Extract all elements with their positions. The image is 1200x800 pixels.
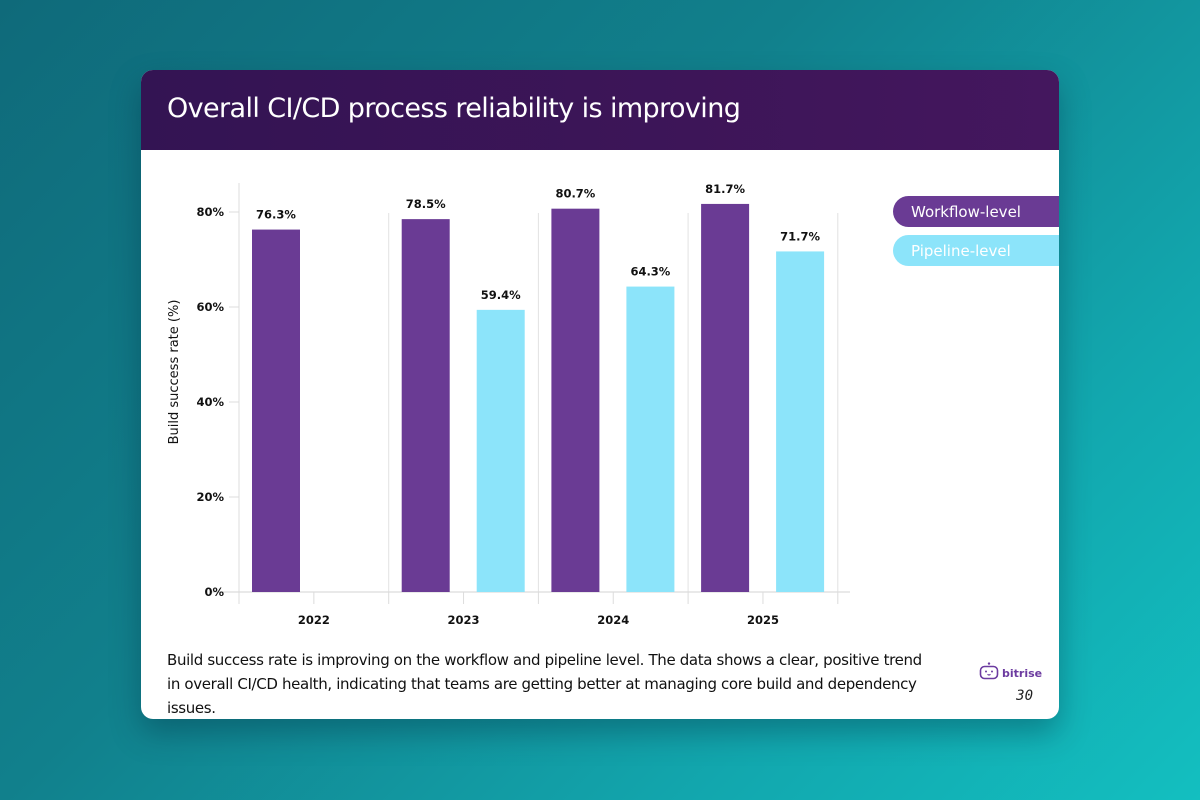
bar-value-label: 59.4% xyxy=(481,288,521,302)
x-category-label: 2024 xyxy=(597,613,629,627)
bar-value-label: 76.3% xyxy=(256,208,296,222)
chart-legend: Workflow-level Pipeline-level xyxy=(893,196,1059,274)
legend-label: Pipeline-level xyxy=(911,241,1011,260)
y-tick-label: 0% xyxy=(204,585,224,599)
bar-value-label: 81.7% xyxy=(705,182,745,196)
bar-workflow-level-2022 xyxy=(252,229,300,592)
bar-value-label: 80.7% xyxy=(555,187,595,201)
bar-workflow-level-2024 xyxy=(551,208,600,593)
brand-name: bitrise xyxy=(1002,667,1043,680)
bar-value-label: 78.5% xyxy=(406,197,446,211)
y-tick-label: 20% xyxy=(196,490,224,504)
page-number: 30 xyxy=(1016,688,1033,704)
slide-card: Overall CI/CD process reliability is imp… xyxy=(141,70,1059,719)
y-tick-label: 80% xyxy=(196,205,224,219)
axis-layer xyxy=(210,183,850,604)
legend-item-workflow-level: Workflow-level xyxy=(893,196,1059,227)
bitrise-robot-icon xyxy=(979,662,999,685)
bar-pipeline-level-2025 xyxy=(776,251,825,593)
slide-caption: Build success rate is improving on the w… xyxy=(167,651,922,717)
x-category-label: 2023 xyxy=(448,613,480,627)
y-tick-label: 60% xyxy=(196,300,224,314)
label-layer: 0% 20% 40% 60% 80% 2022 2023 2024 2025 76.3% 78.5%… xyxy=(196,182,820,627)
bar-layer xyxy=(252,203,825,593)
y-tick-label: 40% xyxy=(196,395,224,409)
bar-workflow-level-2023 xyxy=(401,219,450,592)
bar-workflow-level-2025 xyxy=(701,203,750,593)
bar-value-label: 71.7% xyxy=(780,229,820,243)
slide-header: Overall CI/CD process reliability is imp… xyxy=(141,70,1059,150)
bar-chart: 0% 20% 40% 60% 80% 2022 2023 2024 2025 76.3% 78.5%… xyxy=(167,182,850,627)
bar-pipeline-level-2024 xyxy=(626,286,675,592)
bar-value-label: 64.3% xyxy=(630,265,670,279)
x-category-label: 2025 xyxy=(747,613,779,627)
x-category-label: 2022 xyxy=(298,613,330,627)
brand-logo: bitrise xyxy=(979,662,1042,685)
grid-layer xyxy=(388,213,839,592)
legend-item-pipeline-level: Pipeline-level xyxy=(893,235,1059,266)
slide-title: Overall CI/CD process reliability is imp… xyxy=(167,93,741,124)
bar-pipeline-level-2023 xyxy=(476,309,525,592)
y-axis-title: Build success rate (%) xyxy=(167,300,182,445)
legend-label: Workflow-level xyxy=(911,202,1021,221)
